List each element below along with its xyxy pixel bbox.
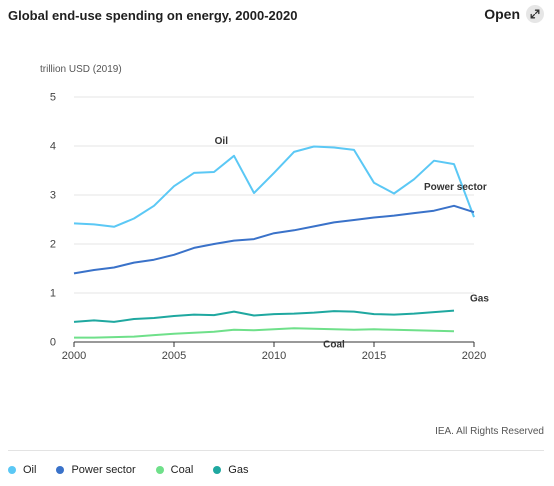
chart-title: Global end-use spending on energy, 2000-…: [8, 8, 298, 23]
chart-legend: Oil Power sector Coal Gas: [8, 464, 248, 476]
series-line-power-sector: [73, 204, 475, 275]
legend-item-gas[interactable]: Gas: [213, 464, 248, 476]
legend-label: Gas: [228, 464, 249, 476]
y-tick-label: 4: [50, 141, 56, 153]
copyright-note: IEA. All Rights Reserved: [435, 426, 544, 437]
open-button[interactable]: Open: [484, 5, 544, 23]
legend-marker: [56, 466, 65, 474]
legend-marker: [213, 466, 222, 474]
x-tick-label: 2015: [362, 350, 386, 362]
series-line-gas: [73, 309, 455, 323]
y-tick-label: 3: [50, 190, 56, 202]
annotation-coal: Coal: [323, 339, 345, 350]
legend-marker: [8, 466, 16, 474]
y-tick-label: 2: [50, 239, 56, 251]
x-tick-label: 2005: [162, 350, 186, 362]
series-line-coal: [74, 327, 455, 339]
x-tick-label: 2000: [62, 350, 86, 362]
y-axis-label: trillion USD (2019): [40, 64, 122, 75]
legend-label: Coal: [170, 464, 194, 476]
legend-item-coal[interactable]: Coal: [155, 464, 194, 476]
open-button-label: Open: [484, 6, 520, 22]
expand-icon: [526, 5, 544, 23]
legend-item-power-sector[interactable]: Power sector: [56, 464, 136, 476]
x-tick-label: 2010: [262, 350, 286, 362]
annotation-power-sector: Power sector: [424, 182, 487, 193]
divider: [8, 450, 544, 451]
series-line-oil: [73, 145, 475, 228]
legend-marker: [155, 466, 164, 474]
y-tick-label: 1: [50, 288, 56, 300]
legend-label: Oil: [23, 464, 37, 476]
legend-label: Power sector: [71, 464, 136, 476]
annotation-gas: Gas: [470, 294, 489, 305]
y-tick-label: 0: [50, 337, 56, 349]
x-tick-label: 2020: [462, 350, 486, 362]
y-tick-label: 5: [50, 92, 56, 104]
annotation-oil: Oil: [215, 136, 229, 147]
line-chart: trillion USD (2019) 0 1 2 3 4 5 2000 2005 2010 201…: [40, 64, 489, 362]
legend-item-oil[interactable]: Oil: [8, 464, 36, 476]
